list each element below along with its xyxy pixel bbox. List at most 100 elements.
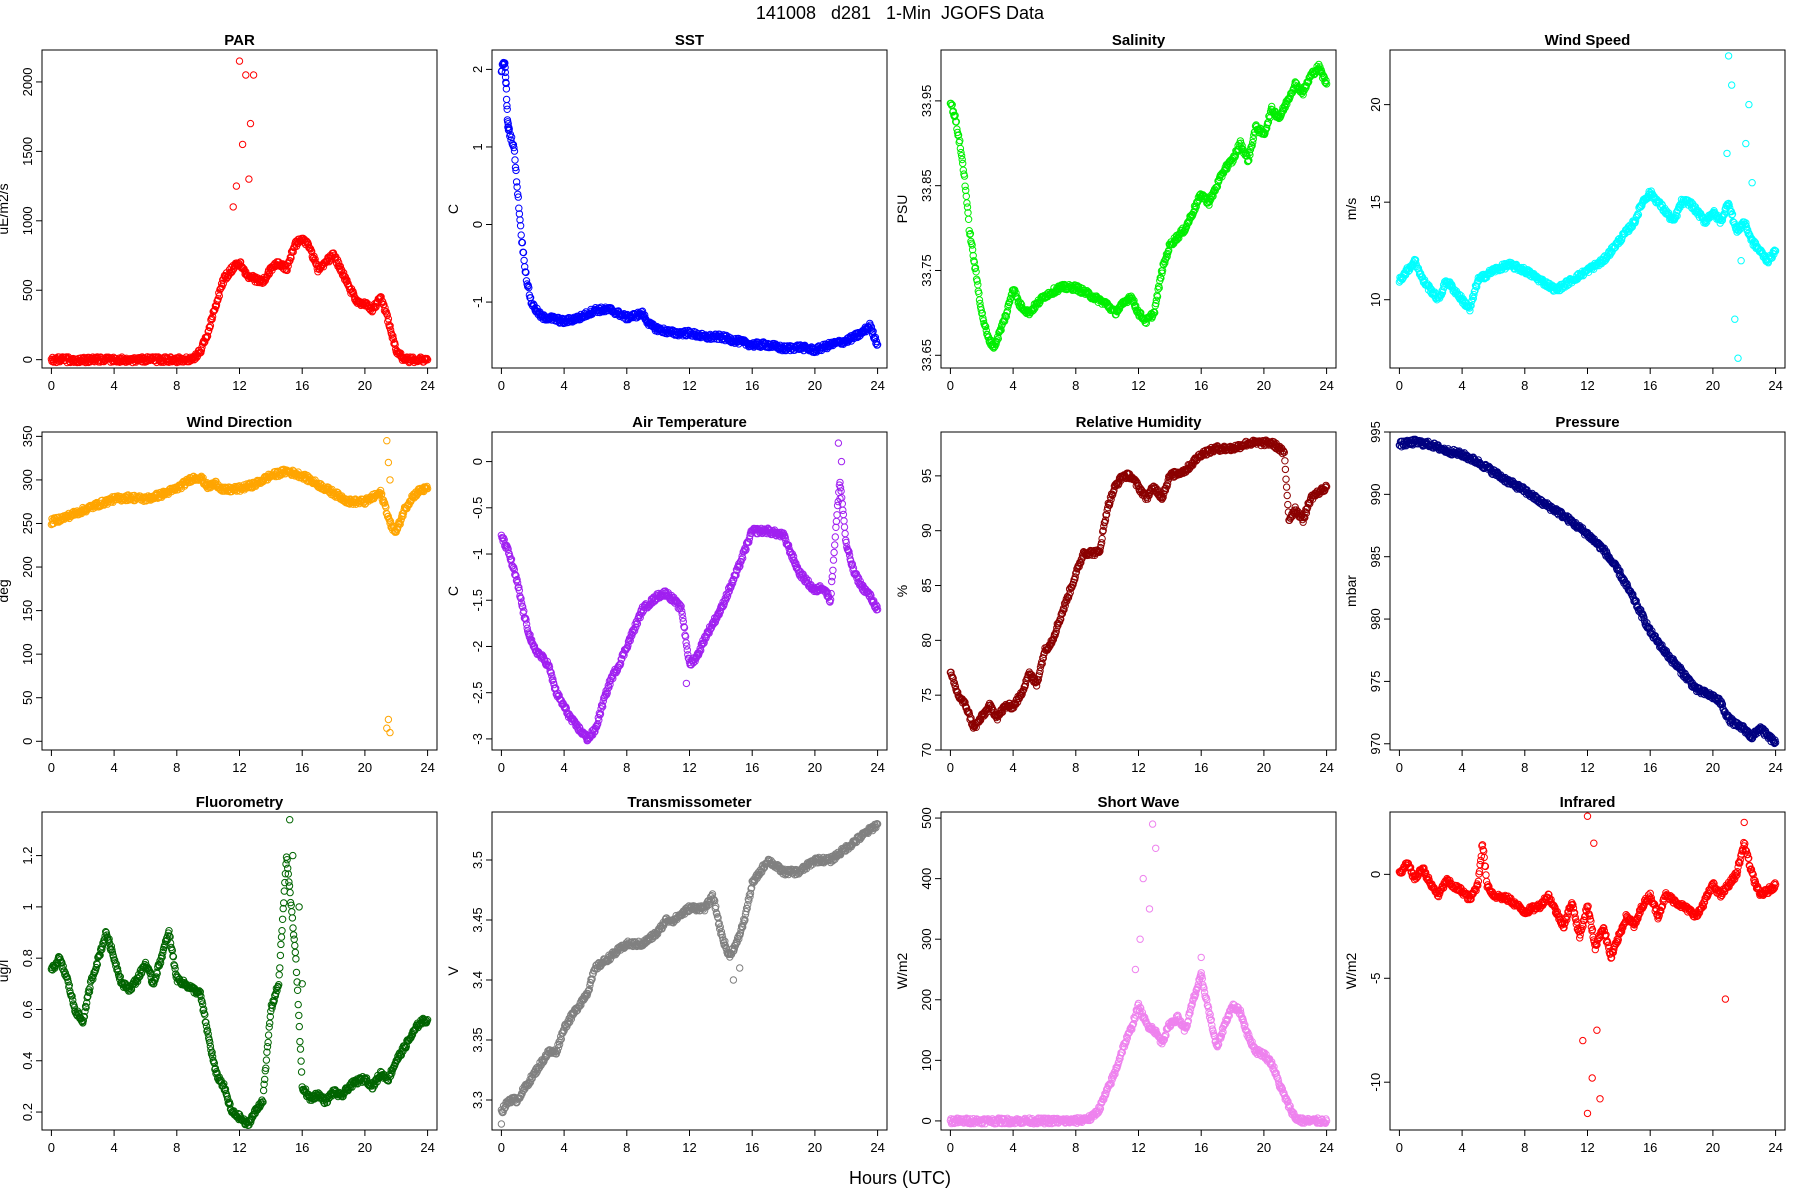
- data-point: [641, 311, 649, 319]
- x-tick-label: 24: [870, 760, 884, 775]
- y-tick-label: 2: [470, 66, 485, 73]
- data-point: [872, 337, 881, 346]
- panel-title: Pressure: [1555, 414, 1619, 431]
- data-point: [336, 262, 344, 270]
- data-point: [505, 125, 513, 133]
- data-point: [971, 264, 980, 272]
- x-tick-label: 12: [1131, 378, 1145, 393]
- data-point: [839, 510, 848, 519]
- y-tick-label: 980: [1368, 608, 1383, 630]
- y-tick-label: 150: [20, 600, 35, 622]
- data-point: [304, 240, 313, 249]
- x-tick-label: 4: [110, 760, 117, 775]
- x-tick-label: 12: [682, 760, 696, 775]
- data-point: [1249, 138, 1257, 147]
- x-tick-label: 12: [682, 378, 696, 393]
- data-point: [966, 230, 974, 239]
- data-points: [1395, 52, 1780, 362]
- panel-title: Salinity: [1112, 32, 1166, 49]
- data-points: [47, 437, 432, 737]
- y-tick-label: 970: [1368, 733, 1383, 755]
- x-tick-label: 8: [1072, 760, 1079, 775]
- data-points: [946, 436, 1331, 732]
- data-points: [47, 57, 432, 367]
- x-tick-label: 20: [808, 378, 822, 393]
- data-point: [502, 95, 511, 104]
- data-point: [831, 541, 839, 549]
- data-point-outlier: [235, 57, 244, 65]
- y-axis-label: C: [445, 204, 461, 214]
- data-point-outlier: [232, 182, 241, 190]
- data-point: [973, 277, 981, 285]
- y-tick-label: 95: [919, 469, 934, 483]
- panel-title: PAR: [224, 32, 255, 49]
- data-point: [1282, 475, 1290, 483]
- y-tick-label: 995: [1368, 421, 1383, 443]
- plot-frame: [1389, 431, 1786, 751]
- x-tick-label: 16: [1643, 760, 1657, 775]
- data-point: [867, 326, 875, 334]
- y-tick-label: 985: [1368, 546, 1383, 568]
- data-point: [514, 190, 522, 199]
- x-tick-label: 12: [232, 760, 246, 775]
- data-point: [968, 241, 976, 249]
- data-point: [956, 136, 964, 145]
- data-point: [308, 247, 316, 256]
- x-tick-label: 0: [48, 760, 55, 775]
- x-tick-label: 20: [1257, 378, 1271, 393]
- data-point: [831, 533, 839, 541]
- y-axis-label: mbar: [1343, 575, 1359, 607]
- y-tick-label: 33.85: [919, 169, 934, 202]
- data-point: [867, 323, 876, 331]
- x-tick-label: 20: [358, 378, 372, 393]
- data-point: [1248, 142, 1256, 150]
- data-point: [215, 289, 223, 297]
- data-point: [1154, 285, 1162, 293]
- data-point: [1002, 313, 1010, 321]
- data-point: [522, 277, 531, 285]
- x-tick-label: 0: [48, 378, 55, 393]
- panel-title: Relative Humidity: [1076, 414, 1203, 431]
- y-tick-label: 85: [919, 578, 934, 592]
- x-tick-label: 20: [808, 760, 822, 775]
- data-point: [511, 156, 519, 164]
- x-tick-label: 16: [295, 760, 309, 775]
- y-tick-label: 33.75: [919, 254, 934, 287]
- x-tick-label: 8: [623, 378, 630, 393]
- data-point-outlier: [238, 140, 247, 149]
- data-point: [1281, 465, 1290, 474]
- data-point: [391, 340, 399, 349]
- y-tick-label: 500: [20, 279, 35, 301]
- data-point: [510, 147, 519, 155]
- data-point: [518, 238, 527, 247]
- data-point: [519, 248, 528, 257]
- data-point: [963, 199, 971, 207]
- y-tick-label: 33.65: [919, 339, 934, 372]
- data-point: [958, 155, 966, 164]
- data-point: [1152, 299, 1160, 308]
- y-tick-label: 0: [20, 738, 35, 745]
- data-point: [502, 85, 511, 93]
- y-tick-label: 0: [470, 458, 485, 465]
- x-tick-label: 12: [232, 378, 246, 393]
- data-point-outlier: [1723, 149, 1731, 158]
- data-point-outlier: [1748, 179, 1756, 187]
- data-point: [977, 306, 985, 314]
- data-point: [513, 183, 521, 191]
- y-axis-label: m/s: [1343, 198, 1359, 221]
- data-point-outlier: [834, 439, 843, 447]
- data-point: [515, 204, 523, 212]
- y-tick-label: 33.95: [919, 85, 934, 118]
- x-tick-label: 24: [1768, 760, 1782, 775]
- data-point-outlier: [386, 728, 394, 737]
- data-point: [1162, 254, 1170, 262]
- data-point: [972, 268, 980, 276]
- y-tick-label: 0: [470, 221, 485, 228]
- x-tick-label: 24: [420, 760, 434, 775]
- data-point: [1003, 307, 1012, 315]
- data-point: [1190, 207, 1198, 216]
- plot-frame: [41, 49, 438, 369]
